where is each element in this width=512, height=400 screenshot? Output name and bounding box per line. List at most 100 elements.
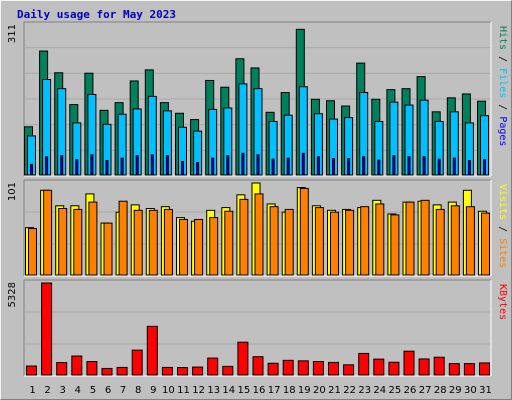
legend-separator: / bbox=[497, 50, 508, 68]
pages-bar bbox=[226, 155, 230, 176]
sites-bar bbox=[103, 222, 113, 276]
sites-bar bbox=[435, 208, 445, 276]
sites-bar bbox=[481, 212, 490, 276]
pages-bar bbox=[256, 154, 260, 176]
kbytes-bar bbox=[388, 361, 400, 376]
pages-bar bbox=[286, 157, 290, 176]
kbytes-bar bbox=[131, 349, 143, 376]
kbytes-bar bbox=[41, 282, 53, 376]
kbytes-bar bbox=[71, 355, 83, 376]
sites-bar bbox=[179, 218, 188, 276]
legend-kbytes: KBytes bbox=[497, 284, 508, 320]
x-tick-label: 11 bbox=[177, 385, 190, 396]
pages-bar bbox=[377, 159, 381, 176]
x-tick-label: 4 bbox=[75, 385, 81, 396]
pages-bar bbox=[211, 157, 215, 176]
kbytes-bar bbox=[86, 361, 98, 376]
x-tick-label: 2 bbox=[44, 385, 50, 396]
pages-bar bbox=[105, 160, 109, 176]
sites-bar bbox=[28, 228, 37, 276]
x-tick-label: 16 bbox=[253, 385, 266, 396]
legend-separator: / bbox=[497, 220, 508, 238]
sites-bar bbox=[239, 198, 249, 276]
y-max-label-kbytes: 5328 bbox=[7, 282, 18, 307]
sites-bar bbox=[420, 199, 430, 276]
pages-bar bbox=[452, 157, 456, 176]
pages-bar bbox=[347, 158, 351, 176]
pages-bar bbox=[437, 158, 441, 176]
pages-bar bbox=[362, 156, 366, 176]
sites-bar bbox=[360, 206, 370, 276]
kbytes-bar bbox=[328, 361, 339, 376]
pages-bar bbox=[392, 155, 396, 176]
kbytes-bar bbox=[222, 365, 234, 376]
sites-bar bbox=[269, 206, 279, 276]
kbytes-bar bbox=[373, 358, 385, 376]
pages-bar bbox=[332, 158, 335, 176]
kbytes-bar bbox=[297, 360, 309, 376]
legend-sites: Sites bbox=[497, 238, 508, 268]
pages-bar bbox=[30, 163, 33, 176]
x-tick-label: 9 bbox=[150, 385, 156, 396]
x-tick-label: 5 bbox=[90, 385, 96, 396]
kbytes-bar bbox=[267, 362, 279, 376]
legend-visits: Visits bbox=[497, 184, 508, 220]
x-tick-label: 27 bbox=[419, 385, 432, 396]
legend-separator: / bbox=[497, 98, 508, 116]
sites-bar bbox=[224, 210, 234, 276]
x-tick-label: 13 bbox=[207, 385, 220, 396]
x-tick-label: 20 bbox=[313, 385, 326, 396]
sites-bar bbox=[345, 209, 355, 276]
pages-bar bbox=[271, 158, 275, 176]
sites-bar bbox=[163, 208, 173, 276]
kbytes-bar bbox=[479, 362, 490, 376]
y-max-label-visits: 101 bbox=[7, 182, 18, 201]
kbytes-bar bbox=[463, 363, 475, 376]
sites-bar bbox=[43, 189, 53, 276]
pages-bar bbox=[150, 154, 154, 176]
kbytes-bar bbox=[161, 366, 173, 376]
x-tick-label: 26 bbox=[404, 385, 417, 396]
sites-bar bbox=[405, 201, 415, 276]
sites-bar bbox=[209, 217, 219, 276]
kbytes-bar bbox=[312, 361, 324, 376]
kbytes-bar bbox=[418, 358, 430, 376]
legend-files: Files bbox=[497, 68, 508, 98]
sites-bar bbox=[450, 205, 460, 276]
kbytes-bar bbox=[448, 363, 460, 376]
pages-bar bbox=[301, 152, 305, 176]
x-tick-label: 29 bbox=[449, 385, 462, 396]
sites-bar bbox=[465, 206, 475, 276]
sites-bar bbox=[118, 200, 128, 276]
pages-bar bbox=[316, 156, 320, 176]
x-tick-label: 19 bbox=[298, 385, 311, 396]
x-tick-label: 23 bbox=[358, 385, 371, 396]
sites-bar bbox=[299, 187, 309, 276]
pages-bar bbox=[90, 154, 94, 176]
panel-legend: KBytes bbox=[497, 284, 508, 320]
legend-pages: Pages bbox=[497, 116, 508, 146]
x-tick-label: 28 bbox=[434, 385, 447, 396]
kbytes-bar bbox=[116, 366, 128, 376]
x-tick-label: 22 bbox=[343, 385, 356, 396]
sites-bar bbox=[88, 201, 98, 276]
sites-bar bbox=[390, 214, 400, 276]
kbytes-bar bbox=[192, 366, 204, 376]
kbytes-bar bbox=[433, 356, 445, 376]
pages-bar bbox=[407, 156, 411, 176]
pages-bar bbox=[483, 159, 486, 176]
pages-bar bbox=[196, 161, 200, 176]
sites-bar bbox=[58, 208, 68, 276]
sites-bar bbox=[148, 209, 158, 276]
pages-bar bbox=[45, 156, 49, 176]
kbytes-bar bbox=[207, 357, 219, 376]
kbytes-bar bbox=[26, 365, 37, 376]
kbytes-bar bbox=[56, 362, 68, 376]
kbytes-bar bbox=[343, 364, 355, 376]
pages-bar bbox=[120, 157, 124, 176]
x-tick-label: 7 bbox=[120, 385, 126, 396]
sites-bar bbox=[375, 203, 385, 276]
pages-bar bbox=[422, 156, 426, 176]
sites-bar bbox=[73, 208, 83, 276]
pages-bar bbox=[60, 155, 64, 176]
